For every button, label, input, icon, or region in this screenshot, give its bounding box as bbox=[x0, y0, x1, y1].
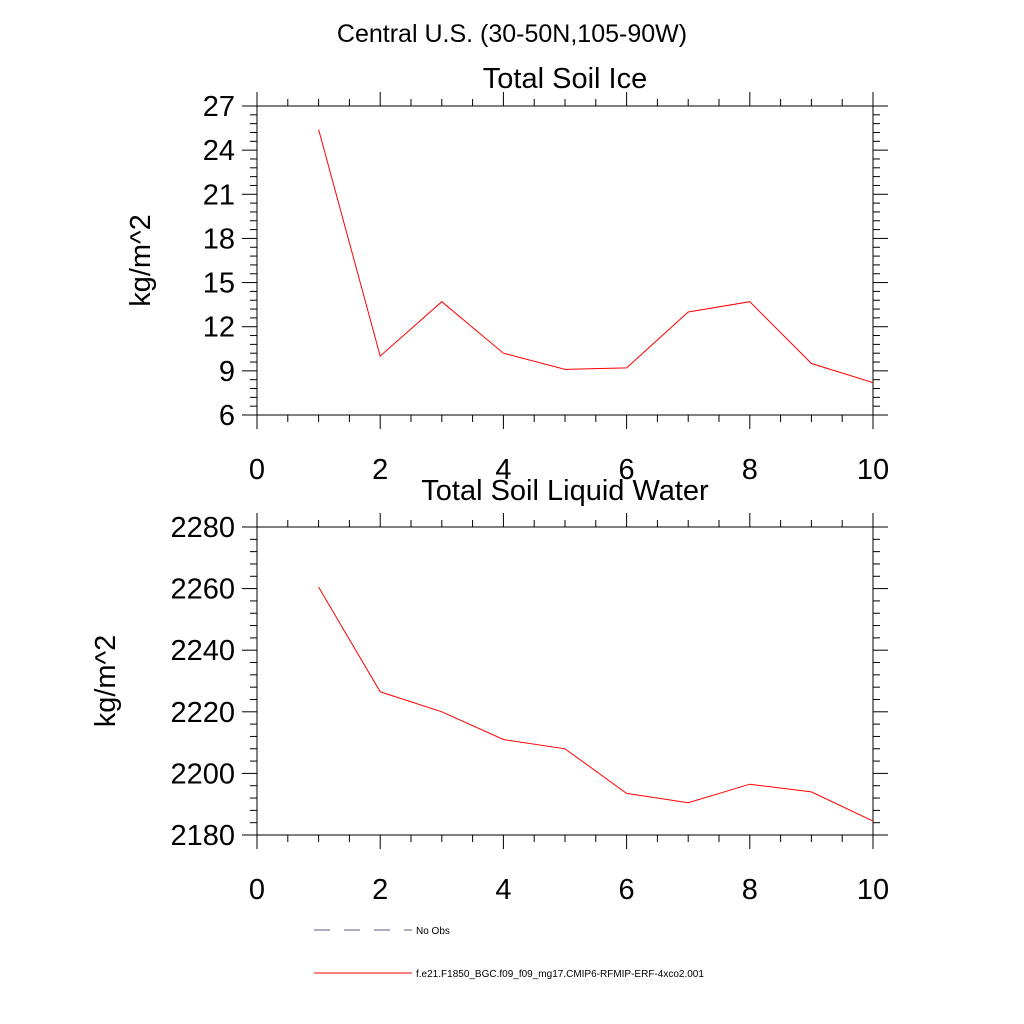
x-tick-label: 4 bbox=[495, 454, 511, 486]
legend-label-no-obs: No Obs bbox=[416, 926, 450, 937]
plot-frame bbox=[256, 526, 874, 836]
y-axis-label: kg/m^2 bbox=[125, 214, 157, 307]
series-line bbox=[318, 129, 874, 384]
y-tick-label: 21 bbox=[203, 179, 235, 211]
y-tick-label: 2220 bbox=[170, 697, 235, 729]
series-line bbox=[318, 586, 874, 822]
x-tick-label: 6 bbox=[619, 454, 635, 486]
x-tick-label: 8 bbox=[742, 874, 758, 906]
legend-label-model-run: f.e21.F1850_BGC.f09_f09_mg17.CMIP6-RFMIP… bbox=[416, 969, 704, 980]
x-tick-label: 10 bbox=[857, 874, 889, 906]
y-tick-label: 27 bbox=[203, 91, 235, 123]
y-tick-label: 18 bbox=[203, 223, 235, 255]
y-tick-label: 9 bbox=[219, 356, 235, 388]
legend: No Obs f.e21.F1850_BGC.f09_f09_mg17.CMIP… bbox=[314, 926, 704, 980]
y-tick-label: 2260 bbox=[170, 574, 235, 606]
y-tick-label: 24 bbox=[203, 135, 235, 167]
y-tick-label: 6 bbox=[219, 400, 235, 432]
y-tick-label: 12 bbox=[203, 312, 235, 344]
chart-title: Total Soil Ice bbox=[483, 63, 647, 95]
x-tick-label: 8 bbox=[742, 454, 758, 486]
chart-title: Total Soil Liquid Water bbox=[421, 475, 709, 507]
x-tick-label: 2 bbox=[372, 874, 388, 906]
x-tick-label: 2 bbox=[372, 454, 388, 486]
plot-frame bbox=[256, 105, 874, 416]
y-tick-label: 2280 bbox=[170, 512, 235, 544]
x-tick-label: 10 bbox=[857, 454, 889, 486]
x-tick-label: 0 bbox=[249, 874, 265, 906]
y-tick-label: 15 bbox=[203, 268, 235, 300]
y-tick-label: 2240 bbox=[170, 635, 235, 667]
panel-soil-liquid-water: Total Soil Liquid Water kg/m^2 0 2 4 6 8 10 2180… bbox=[90, 475, 889, 906]
x-tick-label: 6 bbox=[619, 874, 635, 906]
x-tick-label: 0 bbox=[249, 454, 265, 486]
y-axis-label: kg/m^2 bbox=[90, 635, 122, 728]
y-tick-label: 2200 bbox=[170, 758, 235, 790]
x-tick-label: 4 bbox=[495, 874, 511, 906]
main-title: Central U.S. (30-50N,105-90W) bbox=[337, 20, 687, 48]
y-tick-label: 2180 bbox=[170, 820, 235, 852]
